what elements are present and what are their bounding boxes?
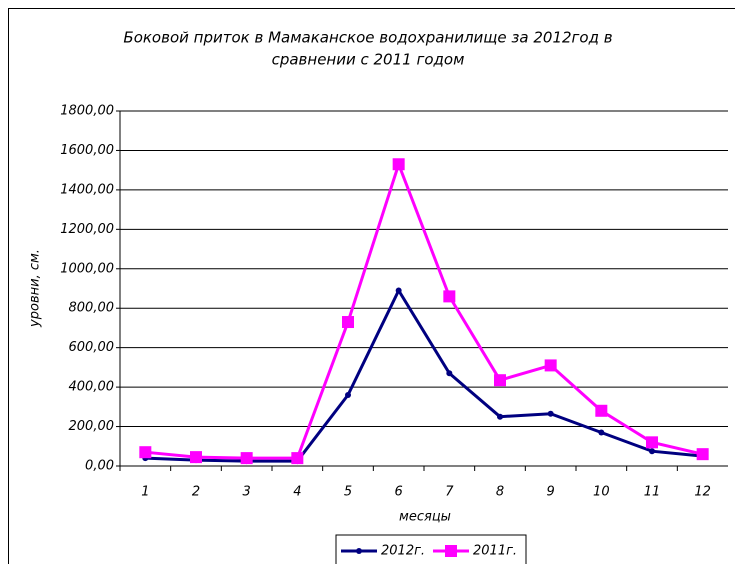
- y-tick-label: 1000,00: [60, 261, 114, 276]
- x-tick-label: 4: [293, 485, 301, 500]
- x-tick-label: 7: [445, 485, 454, 500]
- y-tick-label: 400,00: [69, 380, 115, 395]
- y-tick-label: 0,00: [85, 459, 114, 474]
- x-tick-label: 6: [395, 485, 403, 500]
- chart-title: Боковой приток в Мамаканское водохранили…: [123, 29, 612, 47]
- marker: [445, 545, 457, 557]
- y-tick-label: 1200,00: [60, 222, 114, 237]
- x-tick-label: 11: [644, 485, 661, 500]
- marker: [595, 404, 608, 417]
- marker: [240, 452, 253, 465]
- marker: [494, 374, 506, 387]
- x-tick-label: 12: [694, 485, 711, 500]
- x-tick-label: 8: [496, 485, 504, 500]
- y-axis-label: уровни, см.: [28, 249, 43, 328]
- y-tick-label: 1800,00: [60, 104, 114, 119]
- marker: [139, 446, 152, 459]
- legend-label: 2012г.: [381, 544, 425, 559]
- y-tick-label: 1600,00: [60, 143, 114, 158]
- marker: [547, 410, 554, 417]
- marker: [544, 359, 557, 372]
- chart-frame: [8, 8, 735, 564]
- marker: [342, 316, 354, 329]
- x-tick-label: 9: [547, 485, 555, 500]
- marker: [696, 448, 709, 461]
- x-tick-label: 10: [593, 485, 610, 500]
- chart-title: сравнении с 2011 годом: [272, 51, 465, 69]
- marker: [345, 392, 351, 398]
- series-line: [145, 159, 704, 460]
- marker: [443, 290, 456, 303]
- x-axis-label: месяцы: [399, 510, 451, 525]
- x-tick-label: 3: [243, 485, 251, 500]
- y-tick-label: 600,00: [69, 340, 115, 355]
- marker: [291, 452, 304, 465]
- marker: [497, 413, 503, 420]
- marker: [446, 370, 453, 377]
- y-tick-label: 200,00: [69, 419, 115, 434]
- marker: [646, 436, 658, 449]
- marker: [356, 548, 362, 554]
- x-tick-label: 1: [141, 485, 149, 500]
- marker: [190, 451, 202, 464]
- y-tick-label: 1400,00: [60, 182, 114, 197]
- marker: [395, 287, 402, 294]
- legend-label: 2011г.: [473, 544, 517, 559]
- x-tick-label: 5: [344, 485, 352, 500]
- marker: [598, 429, 605, 436]
- y-tick-label: 800,00: [69, 301, 115, 316]
- series-line: [145, 287, 703, 463]
- marker: [392, 158, 405, 171]
- x-tick-label: 2: [192, 485, 200, 500]
- marker: [649, 448, 655, 455]
